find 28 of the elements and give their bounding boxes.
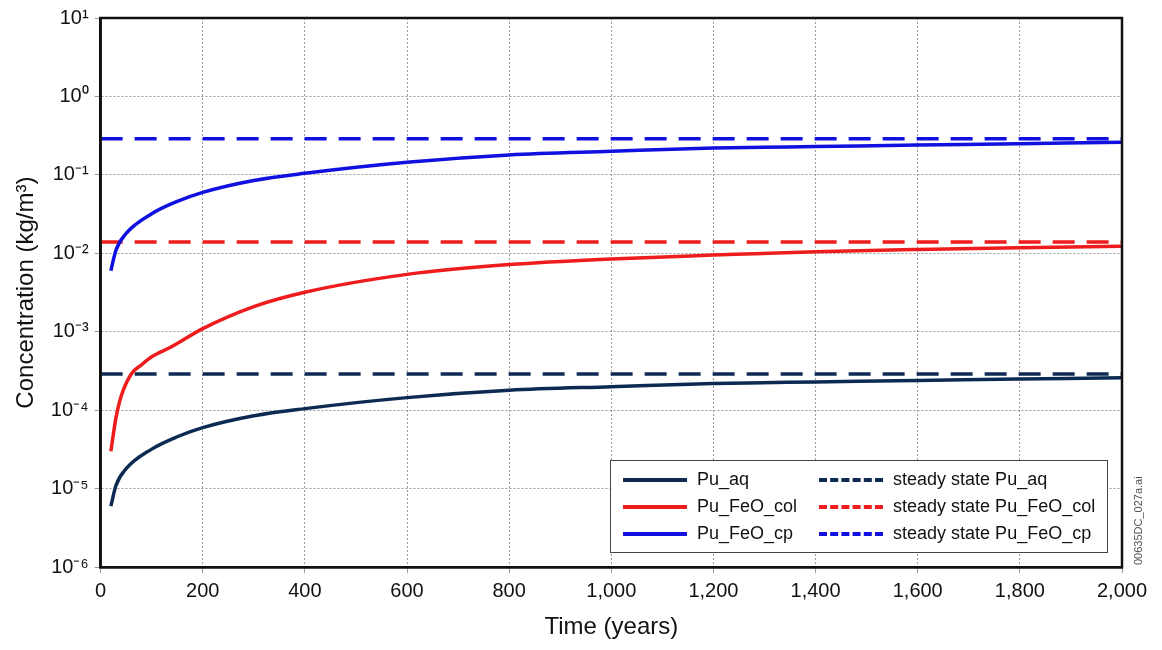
x-tick-label: 1,800: [994, 578, 1045, 601]
x-tick-label: 2,000: [1096, 578, 1148, 601]
x-tick-label: 800: [492, 578, 526, 601]
y-tick-label: 10⁰: [59, 83, 89, 106]
legend-label: steady state Pu_FeO_col: [893, 496, 1096, 518]
x-tick-label: 200: [186, 578, 220, 601]
legend-label: Pu_FeO_cp: [697, 523, 794, 545]
x-tick-label: 400: [288, 578, 322, 601]
legend-label: Pu_aq: [697, 469, 750, 491]
y-tick-label: 10¹: [59, 5, 89, 28]
y-tick-label: 10⁻²: [52, 240, 89, 263]
y-tick-label: 10⁻⁶: [51, 554, 89, 577]
text: 00635DC_027a.ai: [1132, 476, 1144, 566]
x-tick-label: 1,600: [892, 578, 943, 601]
legend-label: steady state Pu_aq: [893, 469, 1048, 491]
y-axis-title: Concentration (kg/m³): [11, 176, 39, 409]
y-tick-label: 10⁻⁴: [50, 397, 89, 420]
legend-label: Pu_FeO_col: [697, 496, 798, 518]
x-tick-label: 0: [95, 578, 107, 601]
y-tick-label: 10⁻¹: [52, 162, 89, 185]
y-tick-label: 10⁻³: [52, 319, 89, 342]
legend-label: steady state Pu_FeO_cp: [893, 523, 1092, 545]
x-tick-label: 1,400: [790, 578, 841, 601]
y-tick-label: 10⁻⁵: [51, 476, 89, 499]
x-axis-title: Time (years): [544, 612, 679, 640]
x-tick-label: 600: [390, 578, 424, 601]
x-tick-label: 1,200: [688, 578, 739, 601]
x-tick-label: 1,000: [586, 578, 637, 601]
